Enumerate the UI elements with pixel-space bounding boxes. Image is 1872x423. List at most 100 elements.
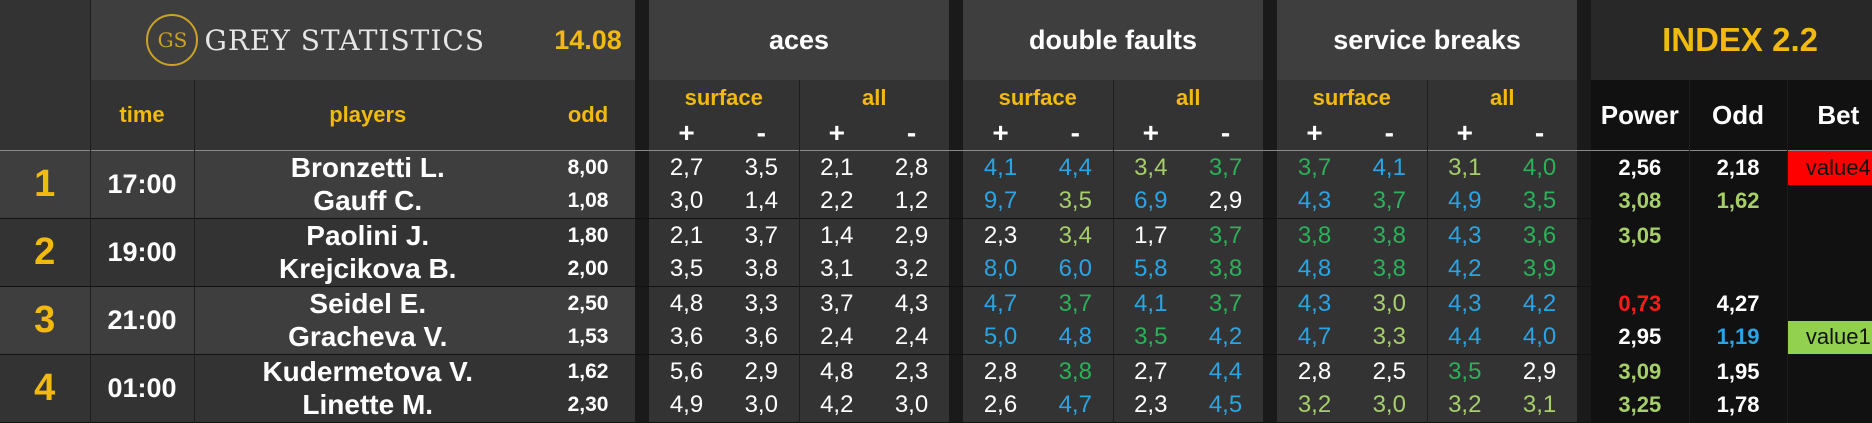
aces-value: 3,7	[724, 218, 799, 253]
gap-cell	[949, 252, 964, 287]
aces-value: 3,7	[798, 286, 874, 321]
df-value: 2,7	[1112, 354, 1189, 389]
player-odd: 1,53	[541, 320, 635, 355]
gap-cell	[1577, 150, 1592, 185]
aces-value: 3,6	[649, 320, 724, 355]
gap-cell	[1263, 252, 1278, 287]
aces-all-plus: +	[798, 116, 874, 150]
table-row: Linette M. 2,30 4,9 3,0 4,2 3,0 2,6 4,7 2,3 4,5 3,…	[0, 388, 1872, 423]
aces-value: 2,1	[798, 150, 874, 185]
sb-value: 4,3	[1426, 218, 1503, 253]
aces-value: 4,2	[798, 388, 874, 423]
aces-surface-label: surface	[684, 85, 763, 110]
odd-index-value: 1,19	[1688, 320, 1788, 355]
sb-value: 3,1	[1502, 388, 1578, 423]
odd-index-header: Odd	[1688, 80, 1788, 151]
logo-cell: GS GREY STATISTICS	[89, 0, 541, 80]
logo-mark-icon: GS	[146, 14, 199, 66]
gap-cell	[949, 218, 964, 253]
bet-value: value1	[1786, 320, 1872, 355]
df-surface-label: surface	[998, 85, 1077, 110]
gap-cell	[1263, 184, 1278, 219]
player-name: Krejcikova B.	[193, 252, 541, 287]
table-row: 4 01:00 Kudermetova V. 1,62 5,6 2,9 4,8 2,3 2,8 3…	[0, 354, 1872, 423]
power-value: 3,08	[1591, 184, 1690, 219]
gap-cell	[1577, 184, 1592, 219]
aces-value: 1,2	[874, 184, 950, 219]
df-value: 3,4	[1112, 150, 1189, 185]
logo-text: GREY STATISTICS	[204, 23, 486, 57]
sb-value: 3,2	[1426, 388, 1503, 423]
df-value: 4,2	[1188, 320, 1264, 355]
sb-surface-minus: -	[1384, 117, 1394, 148]
odd-index-value: 2,18	[1688, 150, 1788, 185]
aces-value: 3,0	[874, 388, 950, 423]
df-subheader: surface all + - + -	[963, 80, 1264, 151]
df-value: 2,8	[963, 354, 1039, 389]
df-value: 1,7	[1112, 218, 1189, 253]
bet-value	[1786, 184, 1872, 219]
player-odd: 2,50	[541, 286, 635, 321]
sb-value: 2,8	[1277, 354, 1353, 389]
aces-value: 2,9	[724, 354, 799, 389]
power-value: 0,73	[1591, 286, 1690, 321]
table-row: 3 21:00 Seidel E. 2,50 4,8 3,3 3,7 4,3 4,7 3,7 4,1…	[0, 286, 1872, 355]
odd-header: odd	[541, 80, 635, 151]
sb-value: 4,3	[1277, 184, 1353, 219]
gap-cell	[1577, 252, 1592, 287]
gap-cell	[1263, 320, 1278, 355]
match-time: 21:00	[89, 286, 194, 355]
sb-value: 3,8	[1352, 218, 1428, 253]
aces-value: 4,9	[649, 388, 724, 423]
sb-value: 3,6	[1502, 218, 1578, 253]
gap-cell	[949, 286, 964, 321]
df-value: 3,8	[1188, 252, 1264, 287]
gap-cell	[949, 388, 964, 423]
aces-value: 4,8	[649, 286, 724, 321]
sb-all-label: all	[1426, 80, 1578, 116]
gap-cell	[635, 388, 649, 423]
power-value: 3,25	[1591, 388, 1690, 423]
sb-value: 3,3	[1352, 320, 1428, 355]
aces-value: 1,4	[798, 218, 874, 253]
sb-value: 4,2	[1426, 252, 1503, 287]
match-time: 19:00	[89, 218, 194, 287]
gap-cell	[949, 150, 964, 185]
gap-cell	[635, 286, 649, 321]
aces-value: 2,2	[798, 184, 874, 219]
sb-value: 4,1	[1352, 150, 1428, 185]
df-value: 8,0	[963, 252, 1039, 287]
sb-value: 4,3	[1426, 286, 1503, 321]
gap-2	[949, 0, 964, 151]
table-row: Krejcikova B. 2,00 3,5 3,8 3,1 3,2 8,0 6,0 5,8 3,…	[0, 252, 1872, 287]
aces-value: 3,0	[649, 184, 724, 219]
df-all-label: all	[1112, 80, 1264, 116]
df-value: 4,1	[963, 150, 1039, 185]
odd-index-value: 1,78	[1688, 388, 1788, 423]
sb-value: 3,7	[1277, 150, 1353, 185]
sb-value: 4,0	[1502, 320, 1578, 355]
odd-index-value	[1688, 218, 1788, 253]
gap-1	[635, 0, 649, 151]
date-label: 14.08	[541, 0, 635, 80]
sb-value: 3,7	[1352, 184, 1428, 219]
bet-value	[1786, 354, 1872, 389]
sb-all-plus: +	[1426, 116, 1503, 150]
corner-cell	[0, 0, 90, 151]
aces-value: 2,9	[874, 218, 950, 253]
power-header: Power	[1591, 80, 1690, 151]
df-value: 2,9	[1188, 184, 1264, 219]
header-row-1: GS GREY STATISTICS 14.08 aces double fau…	[0, 0, 1872, 151]
sb-value: 3,5	[1502, 184, 1578, 219]
df-value: 4,4	[1038, 150, 1114, 185]
gap-cell	[1577, 218, 1592, 253]
gap-3	[1263, 0, 1278, 151]
table-row: 1 17:00 Bronzetti L. 8,00 2,7 3,5 2,1 2,8 4,1 4,4…	[0, 150, 1872, 219]
gap-cell	[635, 218, 649, 253]
player-odd: 8,00	[541, 150, 635, 185]
match-number: 1	[0, 150, 90, 219]
gap-cell	[635, 252, 649, 287]
df-value: 2,3	[963, 218, 1039, 253]
aces-value: 4,3	[874, 286, 950, 321]
player-name: Gracheva V.	[193, 320, 541, 355]
